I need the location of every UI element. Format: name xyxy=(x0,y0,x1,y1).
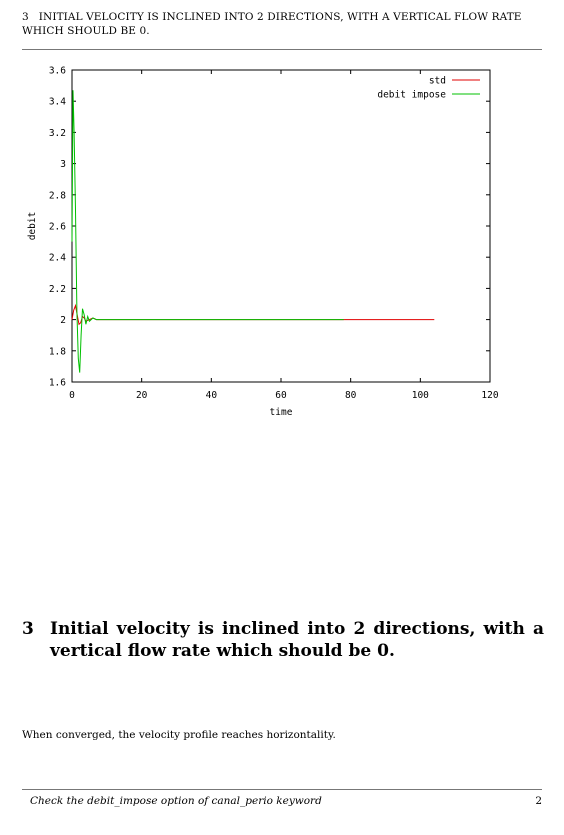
header-section-number: 3 xyxy=(22,11,29,23)
section-title: Initial velocity is inclined into 2 dire… xyxy=(50,619,544,661)
x-tick-label-0: 0 xyxy=(69,390,75,401)
x-tick-label-6: 120 xyxy=(481,390,498,401)
section-number: 3 xyxy=(22,619,34,639)
legend-label-0: std xyxy=(429,76,446,87)
y-tick-label-6: 2.8 xyxy=(49,190,66,201)
legend-label-1: debit impose xyxy=(377,90,446,101)
y-axis-label: debit xyxy=(27,212,38,241)
x-tick-label-3: 60 xyxy=(275,390,287,401)
chart-svg: 0 20 40 60 80 100 120 1.6 1.8 2 2.2 2.4 2.6 2.8 3 3.2 3.… xyxy=(27,66,499,419)
header-title: INITIAL VELOCITY IS INCLINED INTO 2 DIRE… xyxy=(22,11,522,37)
y-tick-label-10: 3.6 xyxy=(49,66,66,77)
series-line-0 xyxy=(71,303,435,326)
section-heading: 3 Initial velocity is inclined into 2 di… xyxy=(22,618,544,662)
y-tick-label-2: 2 xyxy=(60,315,66,326)
page-number: 2 xyxy=(535,795,542,807)
y-tick-label-4: 2.4 xyxy=(49,253,66,264)
x-tick-label-2: 40 xyxy=(206,390,218,401)
y-tick-label-9: 3.4 xyxy=(49,97,66,108)
y-tick-label-3: 2.2 xyxy=(49,284,66,295)
debit-chart: 0 20 40 60 80 100 120 1.6 1.8 2 2.2 2.4 2.6 2.8 3 3.2 3.… xyxy=(22,60,522,430)
series-line-1 xyxy=(71,90,344,373)
running-header: 3 INITIAL VELOCITY IS INCLINED INTO 2 DIR… xyxy=(22,10,542,38)
y-tick-label-0: 1.6 xyxy=(49,378,66,389)
x-tick-label-4: 80 xyxy=(345,390,357,401)
y-tick-label-1: 1.8 xyxy=(49,346,66,357)
body-paragraph: When converged, the velocity profile rea… xyxy=(22,729,336,741)
header-rule xyxy=(22,49,542,50)
plot-frame xyxy=(71,69,491,383)
y-tick-label-8: 3.2 xyxy=(49,128,66,139)
footer-text: Check the debit_impose option of canal_p… xyxy=(30,795,322,807)
x-tick-label-5: 100 xyxy=(412,390,429,401)
y-tick-label-5: 2.6 xyxy=(49,222,66,233)
x-tick-label-1: 20 xyxy=(136,390,148,401)
y-tick-label-7: 3 xyxy=(60,159,66,170)
footer-rule xyxy=(22,789,542,790)
x-axis-label: time xyxy=(270,407,293,418)
